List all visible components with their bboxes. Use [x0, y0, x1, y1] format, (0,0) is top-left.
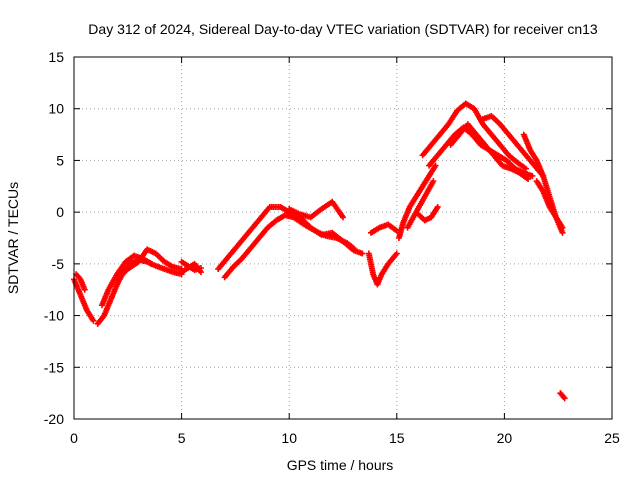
x-tick-label: 5: [178, 430, 186, 446]
data-point: [432, 162, 439, 169]
series-arc-15: [404, 178, 437, 231]
x-tick-label: 25: [604, 430, 620, 446]
y-tick-label: -15: [44, 359, 64, 375]
data-point: [559, 229, 566, 236]
y-tick-label: -20: [44, 411, 64, 427]
x-axis-label: GPS time / hours: [287, 457, 394, 473]
data-point: [430, 178, 437, 185]
data-point: [559, 224, 566, 231]
series-arc-22: [533, 178, 566, 231]
y-tick-label: -10: [44, 308, 64, 324]
series-arc-16: [415, 203, 441, 224]
series-arc-1: [71, 276, 97, 324]
series-arc-7: [178, 260, 204, 276]
series-arc-9: [221, 212, 357, 281]
series-arc-13: [367, 221, 400, 236]
data-point: [359, 250, 366, 257]
grid-layer: [74, 57, 612, 419]
series-arc-12: [365, 250, 400, 288]
series-arc-5: [114, 246, 185, 283]
data-point: [529, 172, 536, 179]
data-point: [393, 250, 400, 257]
data-point: [90, 317, 97, 324]
series-arc-10: [286, 198, 346, 221]
y-axis-label: SDTVAR / TECUs: [5, 182, 21, 294]
plot-frame: [73, 56, 613, 420]
x-tick-label: 20: [497, 430, 513, 446]
y-tick-label: 0: [56, 204, 64, 220]
chart-title: Day 312 of 2024, Sidereal Day-to-day VTE…: [88, 21, 598, 37]
series-arc-18: [426, 124, 536, 179]
series-arc-14: [395, 162, 439, 241]
data-point: [81, 286, 88, 293]
y-tick-label: 5: [56, 152, 64, 168]
series-arc-2: [73, 271, 88, 293]
series-arc-19: [447, 121, 532, 183]
data-point: [525, 176, 532, 183]
y-tick-label: 10: [48, 101, 64, 117]
y-tick-label: -5: [52, 256, 65, 272]
data-point: [197, 269, 204, 276]
series-arc-11: [329, 229, 366, 257]
x-tick-label: 15: [389, 430, 405, 446]
tick-layer: 0 5 10 15 20 25 -20 -15 -10 -5 0 5 10 15: [44, 49, 620, 446]
data-point: [340, 214, 346, 221]
x-tick-label: 10: [281, 430, 297, 446]
x-tick-label: 0: [70, 430, 78, 446]
data-point: [561, 395, 568, 402]
data-point: [148, 260, 155, 267]
y-tick-label: 15: [48, 49, 64, 65]
series-arc-4: [98, 252, 155, 309]
data-layer: [71, 100, 568, 402]
series-arc-17: [419, 100, 529, 172]
data-point: [434, 203, 441, 210]
series-arc-23: [557, 390, 568, 402]
